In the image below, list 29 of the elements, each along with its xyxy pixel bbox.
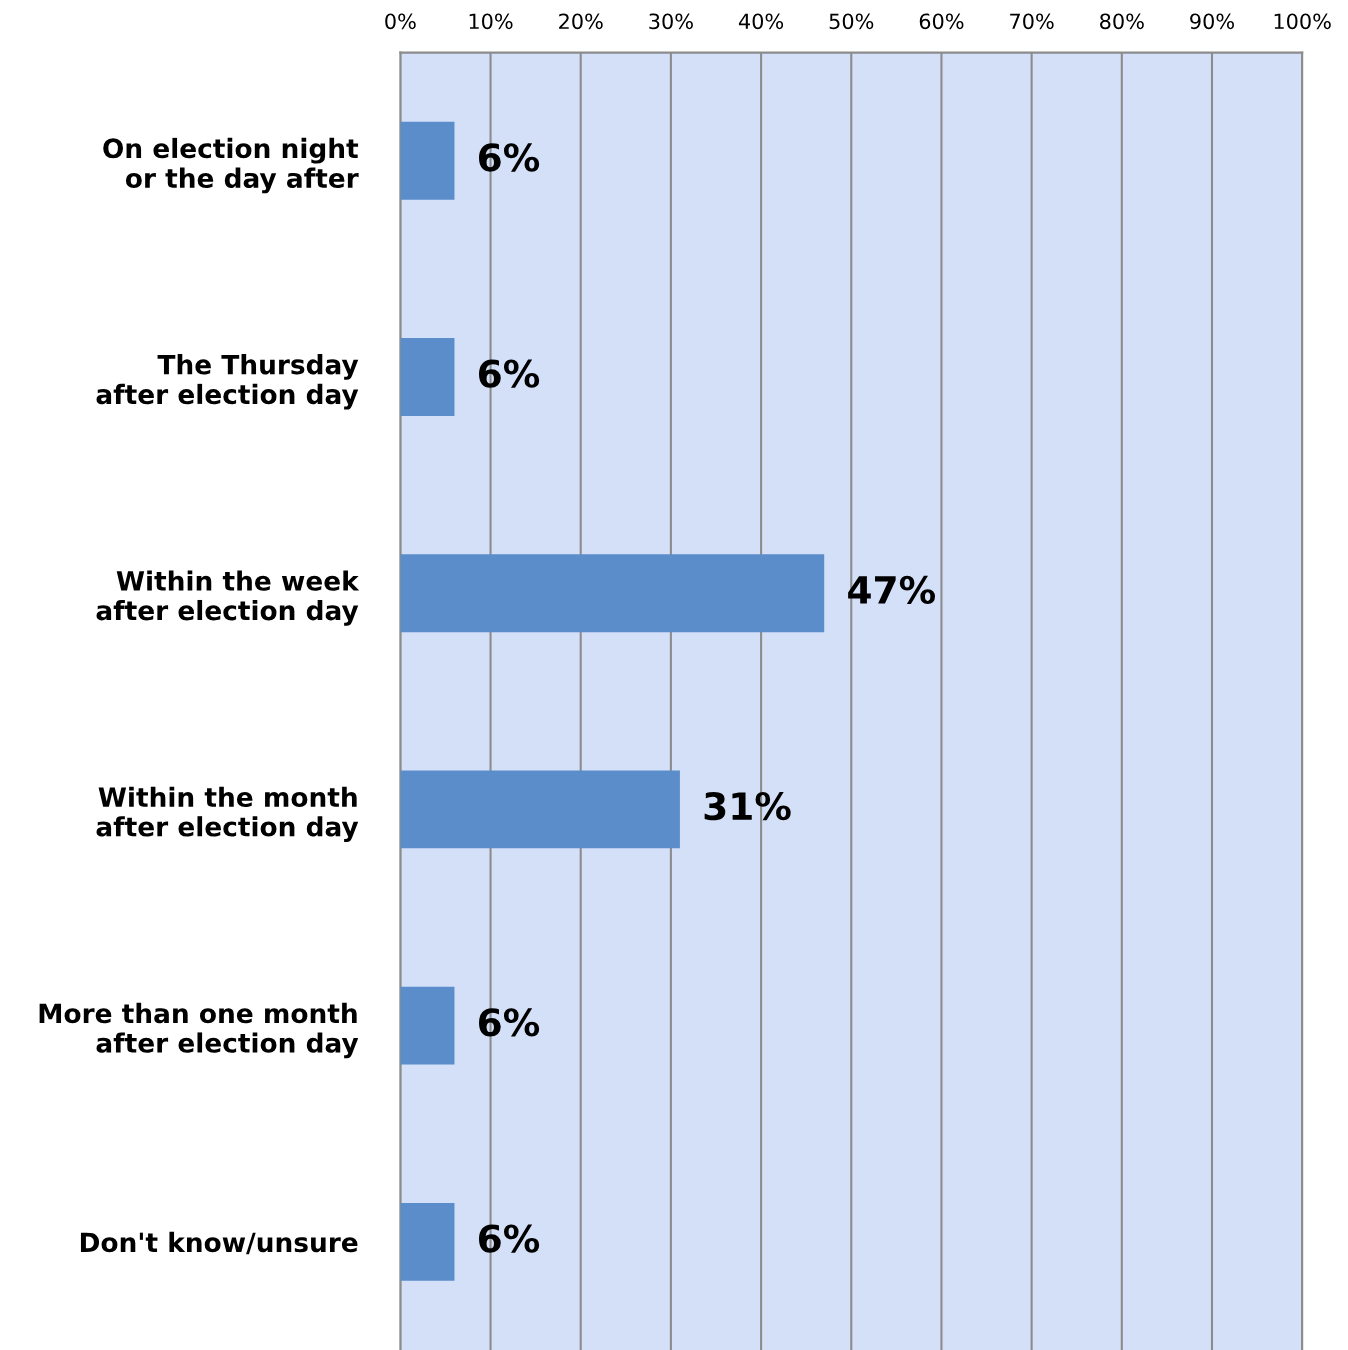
x-tick-label: 60% [919,13,964,30]
bar [400,1202,455,1281]
x-tick-label: 10% [469,13,513,30]
bar [400,554,825,633]
x-tick-label: 0% [385,13,416,30]
x-tick-label: 40% [738,13,784,30]
x-tick-label: 50% [829,13,874,30]
x-tick-label: 90% [1190,13,1234,30]
bar [400,770,680,849]
y-tick-label: On election night or the day after [103,137,359,194]
data-label: 6% [479,1224,540,1253]
bar [400,986,455,1065]
data-label: 6% [479,359,540,388]
bar [400,338,455,416]
x-tick-label: 100% [1274,13,1331,30]
y-tick-label: More than one month after election day [39,1002,359,1059]
bar [400,121,455,200]
x-tick-label: 70% [1010,13,1054,30]
data-label: 47% [848,575,935,605]
data-label: 6% [479,143,540,172]
y-tick-label: Within the month after election day [96,786,359,842]
y-tick-label: Don't know/unsure [80,1231,358,1255]
x-tick-label: 80% [1100,13,1144,30]
y-tick-label: Within the week after election day [96,570,360,626]
data-label: 6% [479,1008,540,1037]
x-tick-label: 20% [559,13,603,30]
data-label: 31% [704,791,791,821]
x-tick-label: 30% [649,13,693,30]
y-tick-label: The Thursday after election day [96,354,359,410]
